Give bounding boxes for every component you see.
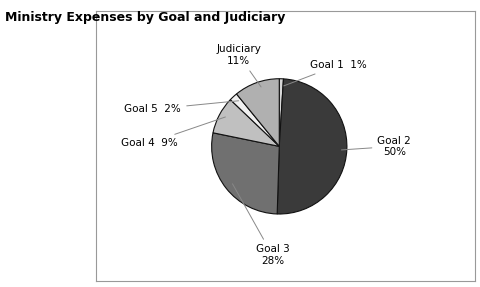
Wedge shape <box>230 94 279 146</box>
Wedge shape <box>277 79 347 214</box>
Text: Judiciary
11%: Judiciary 11% <box>216 44 261 87</box>
Text: Goal 4  9%: Goal 4 9% <box>121 117 226 148</box>
Text: Goal 1  1%: Goal 1 1% <box>284 60 366 86</box>
Wedge shape <box>279 79 284 146</box>
Text: Ministry Expenses by Goal and Judiciary: Ministry Expenses by Goal and Judiciary <box>5 11 285 24</box>
Wedge shape <box>237 79 279 146</box>
Text: Goal 2
50%: Goal 2 50% <box>341 135 411 157</box>
Wedge shape <box>212 133 279 214</box>
Text: Goal 5  2%: Goal 5 2% <box>124 101 239 114</box>
Text: Goal 3
28%: Goal 3 28% <box>232 184 289 266</box>
Wedge shape <box>213 100 279 146</box>
